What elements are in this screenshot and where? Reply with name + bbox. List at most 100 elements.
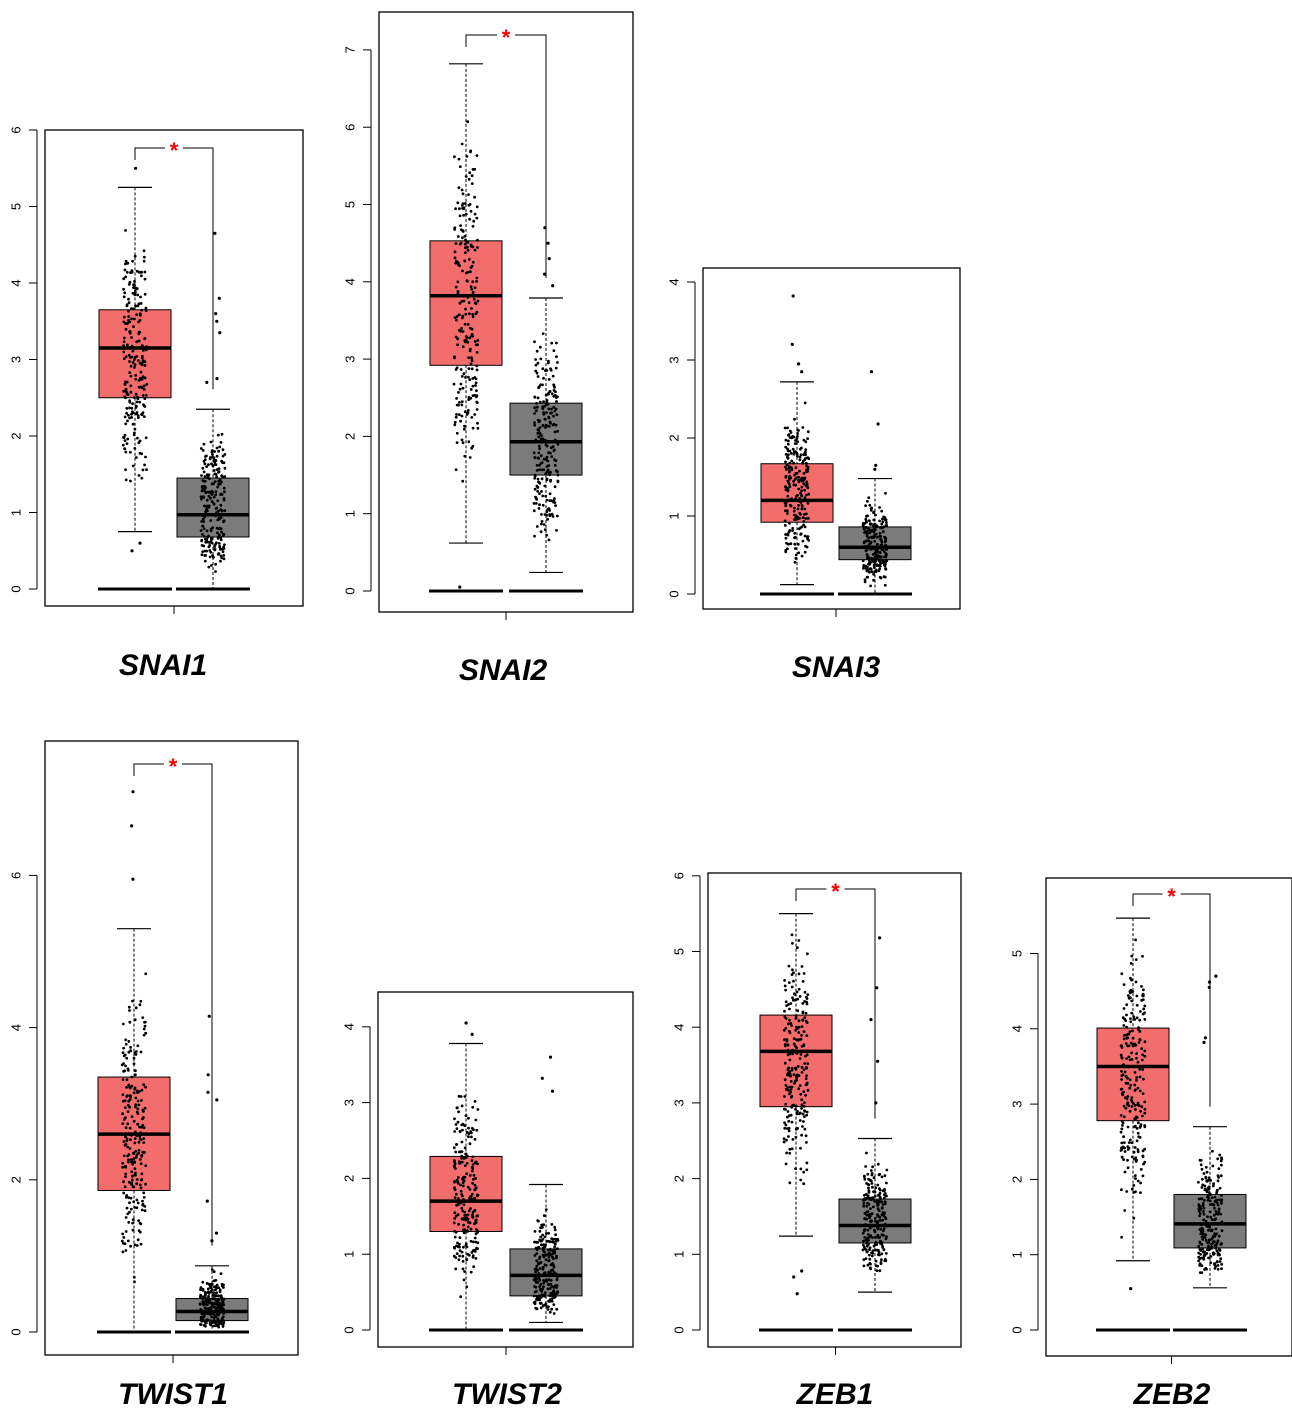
data-point [866,1228,870,1232]
data-point [458,207,461,211]
data-point [542,523,546,526]
data-point [553,463,557,467]
data-point [135,269,139,273]
data-point [1209,1179,1213,1182]
data-point [806,1089,810,1092]
tumor-box [98,309,172,399]
data-point [1211,1184,1215,1188]
data-point [139,314,142,317]
data-point [783,1126,787,1130]
data-point [210,489,214,493]
data-point [133,447,137,450]
data-point [1143,1111,1147,1115]
data-point [134,1069,137,1073]
data-point [130,269,134,272]
data-point [553,409,557,413]
data-point [465,1161,469,1165]
data-point [464,251,467,255]
data-point [862,1243,865,1247]
data-point [1202,1256,1205,1260]
data-point [873,528,876,532]
data-point [1212,1182,1215,1186]
data-point [142,1141,146,1144]
data-point [539,1283,543,1286]
data-point [869,1179,873,1183]
outlier-point [134,166,138,170]
data-point [144,394,148,397]
data-point [787,1119,791,1123]
data-point [805,1161,809,1165]
data-point [863,1247,867,1251]
data-point [135,1178,139,1181]
y-tick-label: 4 [342,278,357,285]
data-point [461,330,465,333]
data-point [217,542,221,545]
data-point [553,1245,556,1249]
data-point [455,1252,459,1255]
data-point [454,1267,458,1271]
data-point [1213,1206,1216,1210]
data-point [538,426,542,429]
data-point [545,465,549,468]
data-point [470,174,474,178]
data-point [790,1024,793,1027]
data-point [792,1042,796,1046]
data-point [794,1017,798,1020]
data-point [547,378,551,381]
data-point [201,524,205,528]
data-point [222,554,226,557]
data-point [217,470,221,474]
data-point [805,480,809,484]
data-point [803,507,807,511]
data-point [138,1090,141,1093]
data-point [124,1216,128,1219]
data-point [1200,1264,1204,1268]
data-point [552,1312,556,1315]
data-point [533,1254,537,1257]
data-point [465,245,469,249]
data-point [457,186,461,190]
data-point [873,1217,877,1220]
data-point [1129,1017,1132,1020]
data-point [140,274,143,278]
data-point [861,559,865,563]
data-point [1138,1018,1142,1022]
data-point [467,440,471,444]
data-point [1199,1249,1203,1252]
data-point [1125,1057,1128,1060]
data-point [861,1231,865,1235]
data-point [473,248,477,252]
data-point [1126,1095,1130,1098]
data-point [782,1028,786,1032]
data-point [474,1240,478,1244]
data-point [142,1033,146,1037]
data-point [204,455,207,458]
data-point [800,1098,804,1102]
data-point [805,1113,809,1117]
data-point [473,1137,477,1141]
data-point [1138,1038,1142,1041]
data-point [124,478,128,482]
data-point [218,1288,222,1292]
data-point [538,492,541,495]
data-point [534,1240,538,1244]
data-point [878,551,882,555]
data-point [550,1299,554,1303]
data-point [880,1213,884,1216]
data-point [471,312,475,316]
data-point [797,487,801,491]
data-point [548,1247,552,1251]
data-point [143,463,147,467]
data-point [1200,1256,1203,1260]
data-point [544,457,548,461]
data-point [784,988,787,992]
data-point [456,201,460,205]
data-point [135,1198,139,1202]
data-point [863,1211,867,1215]
data-point [866,499,869,503]
data-point [792,1073,796,1077]
data-point [137,474,141,477]
data-point [136,1099,140,1103]
data-point [799,1146,802,1150]
data-point [1138,1075,1142,1079]
